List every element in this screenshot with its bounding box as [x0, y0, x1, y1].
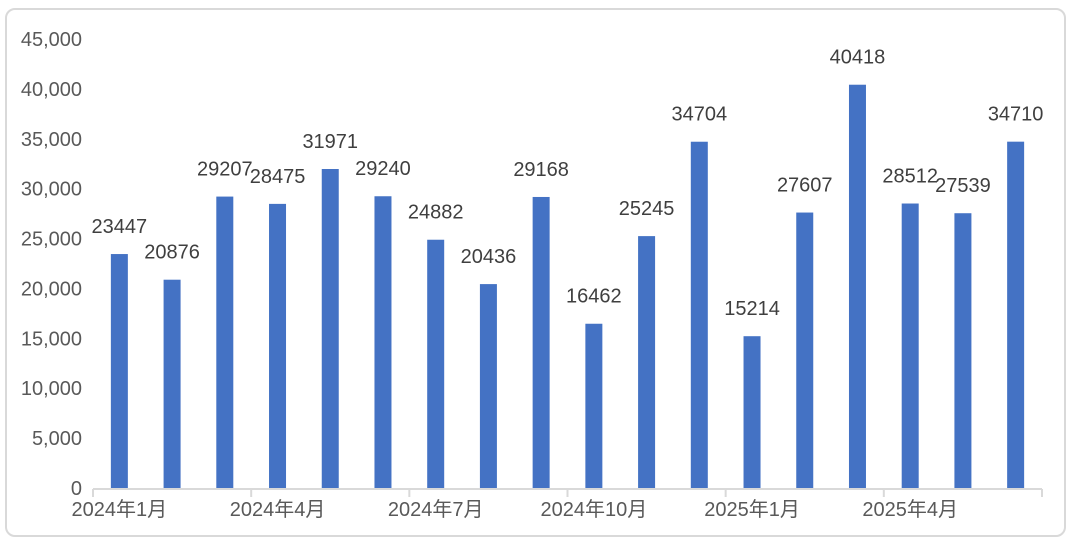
x-axis-tick-label: 2024年1月	[72, 498, 168, 521]
bar	[638, 236, 656, 488]
bar	[901, 203, 919, 488]
y-axis-tick-label: 5,000	[32, 428, 82, 450]
x-axis-tick-label: 2025年4月	[862, 498, 958, 521]
x-axis-tick-label: 2025年1月	[704, 498, 800, 521]
x-axis-tick-label: 2024年4月	[230, 498, 326, 521]
bar-value-label: 15214	[724, 298, 780, 320]
bar-value-label: 27607	[777, 175, 833, 197]
bar-value-label: 29240	[355, 158, 411, 180]
bar	[796, 212, 814, 488]
bar-value-label: 24882	[408, 202, 464, 224]
bar	[954, 213, 972, 488]
y-axis-tick-label: 35,000	[21, 129, 82, 151]
bar	[690, 141, 708, 488]
bar-value-label: 34710	[988, 104, 1044, 126]
y-axis-tick-label: 40,000	[21, 79, 82, 101]
bar	[216, 196, 234, 488]
bar-value-label: 40418	[830, 47, 886, 69]
bar-value-label: 23447	[92, 216, 148, 238]
bar	[743, 336, 761, 488]
bar-value-label: 29207	[197, 159, 253, 181]
bar	[269, 203, 287, 488]
bar-value-label: 16462	[566, 286, 622, 308]
y-axis-tick-label: 10,000	[21, 378, 82, 400]
bar	[374, 196, 392, 489]
bar-value-label: 25245	[619, 198, 675, 220]
x-axis-tick-label: 2024年7月	[388, 498, 484, 521]
bar	[532, 196, 550, 488]
bar	[585, 323, 603, 488]
bar-value-label: 27539	[935, 175, 991, 197]
bar-value-label: 29168	[513, 159, 569, 181]
bar	[427, 239, 445, 488]
bar	[848, 84, 866, 489]
x-axis-tick-label: 2024年10月	[540, 498, 647, 521]
bar-value-label: 20876	[144, 242, 200, 264]
bar	[479, 284, 497, 488]
bar-value-label: 31971	[302, 131, 358, 153]
y-axis-tick-label: 30,000	[21, 179, 82, 201]
y-axis-tick-label: 0	[71, 478, 82, 500]
bar-value-label: 28475	[250, 166, 306, 188]
bar-value-label: 20436	[461, 246, 517, 268]
y-axis-tick-label: 45,000	[21, 29, 82, 51]
bar	[321, 169, 339, 488]
bar-value-label: 34704	[671, 104, 727, 126]
bar	[163, 279, 181, 488]
bar	[110, 254, 128, 488]
bar-value-label: 28512	[882, 166, 938, 188]
bar	[1007, 141, 1025, 488]
y-axis-tick-label: 20,000	[21, 278, 82, 300]
y-axis-tick-label: 15,000	[21, 328, 82, 350]
y-axis-tick-label: 25,000	[21, 229, 82, 251]
